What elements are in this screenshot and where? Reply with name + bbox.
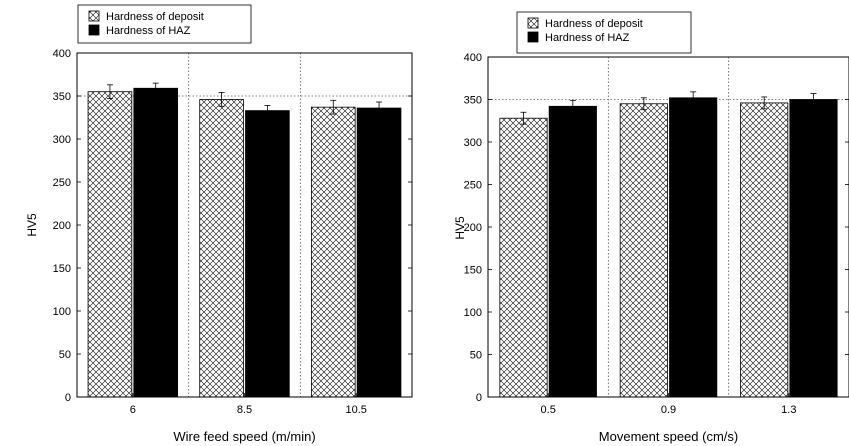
error-bar xyxy=(152,82,159,94)
legend-swatch-deposit xyxy=(527,17,539,29)
bar-deposit xyxy=(740,102,789,398)
y-tick-label: 150 xyxy=(53,263,71,275)
legend-box xyxy=(516,11,692,54)
legend-swatch-haz xyxy=(527,31,539,43)
bar-haz xyxy=(245,110,290,398)
legend-label-deposit: Hardness of deposit xyxy=(106,11,204,23)
x-tick-label: 8.5 xyxy=(237,404,252,416)
y-tick-label: 50 xyxy=(59,349,71,361)
y-tick-label: 0 xyxy=(65,392,71,404)
y-tick-label: 50 xyxy=(470,350,482,362)
error-bar xyxy=(761,96,768,110)
legend-label-deposit: Hardness of deposit xyxy=(545,18,643,30)
y-tick-label: 0 xyxy=(476,392,482,404)
error-bar xyxy=(569,99,576,113)
error-bar xyxy=(376,101,383,115)
bar-haz xyxy=(789,99,838,398)
y-tick-label: 300 xyxy=(53,134,71,146)
y-axis-label: HV5 xyxy=(25,213,39,237)
x-tick-label: 0.9 xyxy=(661,404,676,416)
error-bar xyxy=(106,84,113,99)
bar-haz xyxy=(669,97,718,398)
error-bar xyxy=(264,105,271,117)
legend-swatch-deposit xyxy=(88,10,100,22)
error-bar xyxy=(690,91,697,105)
bar-haz xyxy=(133,87,179,398)
y-tick-label: 100 xyxy=(53,306,71,318)
y-axis-label: HV5 xyxy=(453,216,467,240)
chart-wire-feed-speed: 0 50 100 150 200 250 300 350 400 6 8.5 10.5 Wire fee… xyxy=(25,4,413,444)
y-tick-label: 350 xyxy=(53,91,71,103)
legend-box xyxy=(77,4,252,44)
y-tick-label: 350 xyxy=(464,95,482,107)
x-tick-label: 10.5 xyxy=(345,404,366,416)
legend: Hardness of deposit Hardness of HAZ xyxy=(77,4,252,44)
error-bar xyxy=(640,97,647,111)
y-tick-label: 400 xyxy=(464,52,482,64)
bar-deposit xyxy=(87,91,133,398)
y-tick-label: 200 xyxy=(53,220,71,232)
y-tick-label: 150 xyxy=(464,265,482,277)
legend-label-haz: Hardness of HAZ xyxy=(106,25,191,37)
x-axis-label: Wire feed speed (m/min) xyxy=(173,429,315,444)
chart-movement-speed: 0 50 100 150 200 250 300 350 400 0.5 0.9 1.3 Movemen… xyxy=(453,11,849,444)
y-tick-label: 400 xyxy=(53,48,71,60)
bar-deposit xyxy=(199,99,244,398)
bar-deposit xyxy=(310,106,356,398)
y-tick-label: 300 xyxy=(464,137,482,149)
error-bar xyxy=(810,93,817,106)
bar-haz xyxy=(548,105,597,398)
error-bar xyxy=(330,99,337,115)
x-tick-label: 6 xyxy=(130,404,136,416)
legend: Hardness of deposit Hardness of HAZ xyxy=(516,11,692,54)
y-tick-label: 250 xyxy=(464,180,482,192)
y-tick-label: 100 xyxy=(464,307,482,319)
legend-swatch-haz xyxy=(88,24,100,36)
bar-deposit xyxy=(499,117,548,398)
x-tick-label: 1.3 xyxy=(781,404,796,416)
x-tick-label: 0.5 xyxy=(541,404,556,416)
error-bar xyxy=(218,92,225,107)
legend-label-haz: Hardness of HAZ xyxy=(545,32,630,44)
x-axis-label: Movement speed (cm/s) xyxy=(599,429,738,444)
bar-deposit xyxy=(619,103,668,398)
y-tick-label: 250 xyxy=(53,177,71,189)
bar-haz xyxy=(356,107,402,398)
error-bar xyxy=(520,111,527,125)
y-tick-label: 200 xyxy=(464,222,482,234)
